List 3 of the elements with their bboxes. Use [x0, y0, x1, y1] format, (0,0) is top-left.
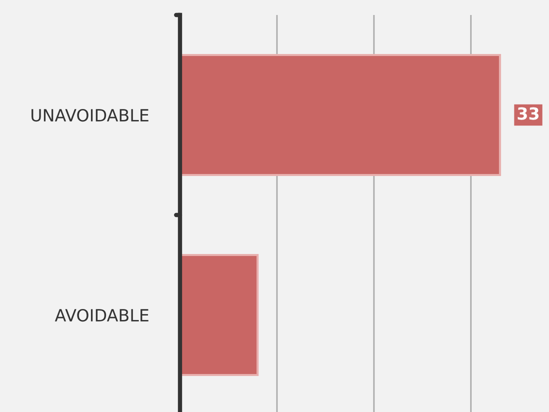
y-tick-label: AVOIDABLE: [54, 308, 148, 322]
y-tick-label: UNAVOIDABLE: [32, 108, 148, 122]
data-label: 33: [518, 107, 539, 120]
